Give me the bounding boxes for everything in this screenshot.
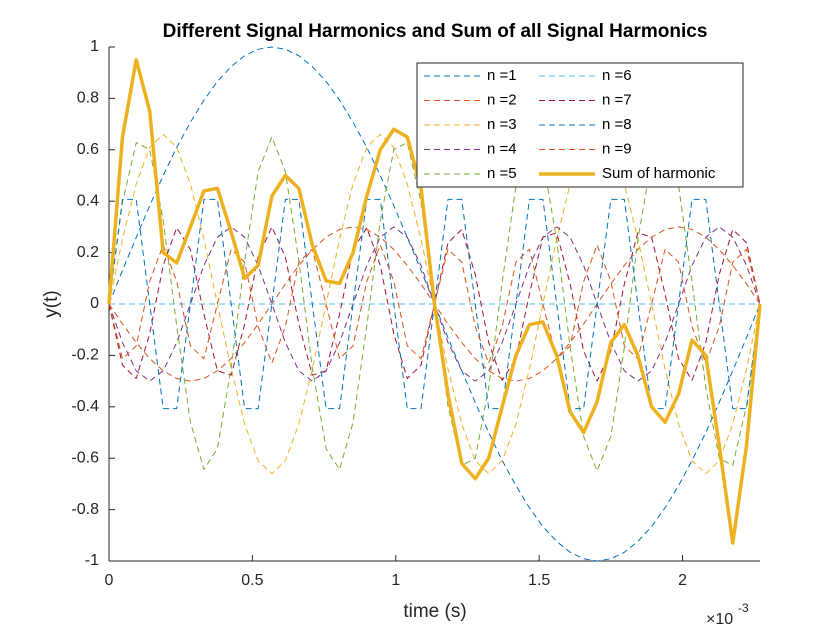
y-tick-label: -0.4: [71, 398, 99, 415]
y-tick-label: 0.4: [77, 192, 99, 209]
sum-line: [107, 58, 762, 545]
chart-title: Different Signal Harmonics and Sum of al…: [163, 21, 708, 42]
legend-label: n =6: [602, 67, 632, 84]
legend: n =1 n =2 n =3 n =4 n =5 n =6 n =7 n =8 n =9 Sum …: [416, 62, 744, 188]
x-tick-label: 0: [105, 572, 114, 589]
y-tick-label: -0.6: [71, 449, 99, 466]
y-axis-label: y(t): [41, 290, 62, 317]
y-tick-label: 0: [90, 295, 99, 312]
x-axis-label: time (s): [403, 601, 466, 622]
y-tick-label: 1: [90, 38, 99, 55]
x-tick-label: 2: [678, 572, 687, 589]
legend-label: n =9: [602, 140, 632, 157]
y-tick-label: 0.6: [77, 141, 99, 158]
y-tick-label: 0.2: [77, 244, 99, 261]
legend-label: n =7: [602, 91, 632, 108]
x-exponent-power: -3: [738, 601, 749, 615]
legend-label: n =5: [487, 165, 517, 182]
x-tick-label: 1.5: [528, 572, 550, 589]
legend-label: n =2: [487, 91, 517, 108]
x-tick-label: 0.5: [241, 572, 263, 589]
y-tick-label: -0.2: [71, 347, 99, 364]
y-tick-label: 0.8: [77, 90, 99, 107]
legend-label: n =8: [602, 116, 632, 133]
legend-label: n =4: [487, 140, 517, 157]
legend-label: n =3: [487, 116, 517, 133]
legend-label: n =1: [487, 67, 517, 84]
y-tick-label: -0.8: [71, 501, 99, 518]
plot-area: -1 -0.8 -0.6 -0.4 -0.2 0 0.2 0.4 0.6 0.8 1 0 0.5 1 1.5…: [71, 38, 762, 589]
x-exponent-base: ×10: [706, 611, 733, 628]
y-tick-label: -1: [85, 552, 99, 569]
x-tick-label: 1: [391, 572, 400, 589]
legend-label: Sum of harmonic: [602, 165, 716, 182]
